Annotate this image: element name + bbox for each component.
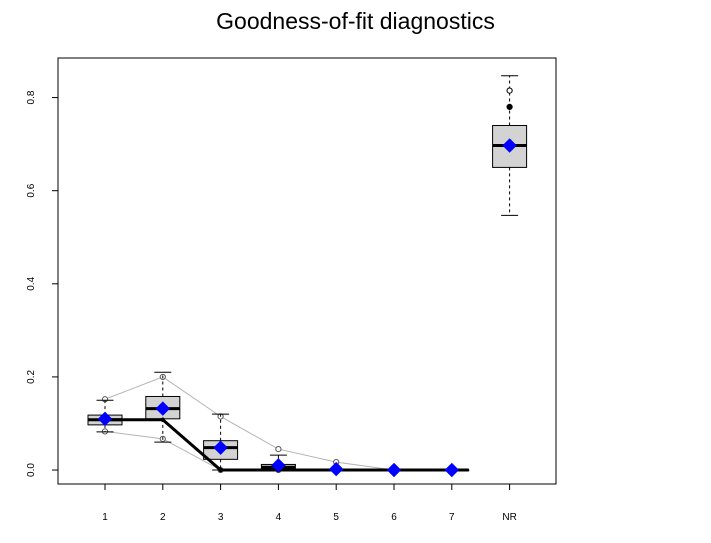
mean-marker-5 <box>328 461 344 477</box>
mean-marker-3 <box>213 440 228 455</box>
x-tick-label: 7 <box>449 512 455 523</box>
boxplot-layer <box>87 75 528 472</box>
y-tick-label: 0.6 <box>26 183 37 197</box>
observed-point <box>218 467 223 473</box>
mean-marker-layer <box>97 138 517 478</box>
chart-title: Goodness-of-fit diagnostics <box>216 8 495 34</box>
y-tick-label: 0.8 <box>26 90 37 104</box>
mean-marker-NR <box>502 138 517 153</box>
axes-layer: 1 2 3 4 5 6 7 NR 0.0 0.2 0.4 0.6 0.8 <box>26 57 557 523</box>
mean-marker-2 <box>155 401 171 416</box>
x-tick-label: 1 <box>102 512 108 523</box>
outlier-point <box>506 103 513 110</box>
mean-marker-1 <box>97 411 113 427</box>
mean-marker-6 <box>386 462 402 478</box>
x-tick-label: 3 <box>218 512 224 523</box>
y-tick-label: 0.2 <box>26 370 37 384</box>
x-tick-label: NR <box>502 512 516 523</box>
outlier-point <box>506 87 513 94</box>
x-tick-label: 6 <box>391 512 397 523</box>
mean-marker-7 <box>444 462 460 478</box>
x-tick-label: 4 <box>276 512 282 523</box>
observed-point <box>160 417 165 422</box>
mean-marker-4 <box>271 458 286 473</box>
y-tick-label: 0.4 <box>26 276 37 290</box>
x-tick-label: 5 <box>333 512 339 523</box>
y-tick-label: 0.0 <box>26 463 37 477</box>
x-tick-label: 2 <box>160 512 166 523</box>
band-upper-point <box>275 445 282 453</box>
plot-frame <box>57 57 557 485</box>
